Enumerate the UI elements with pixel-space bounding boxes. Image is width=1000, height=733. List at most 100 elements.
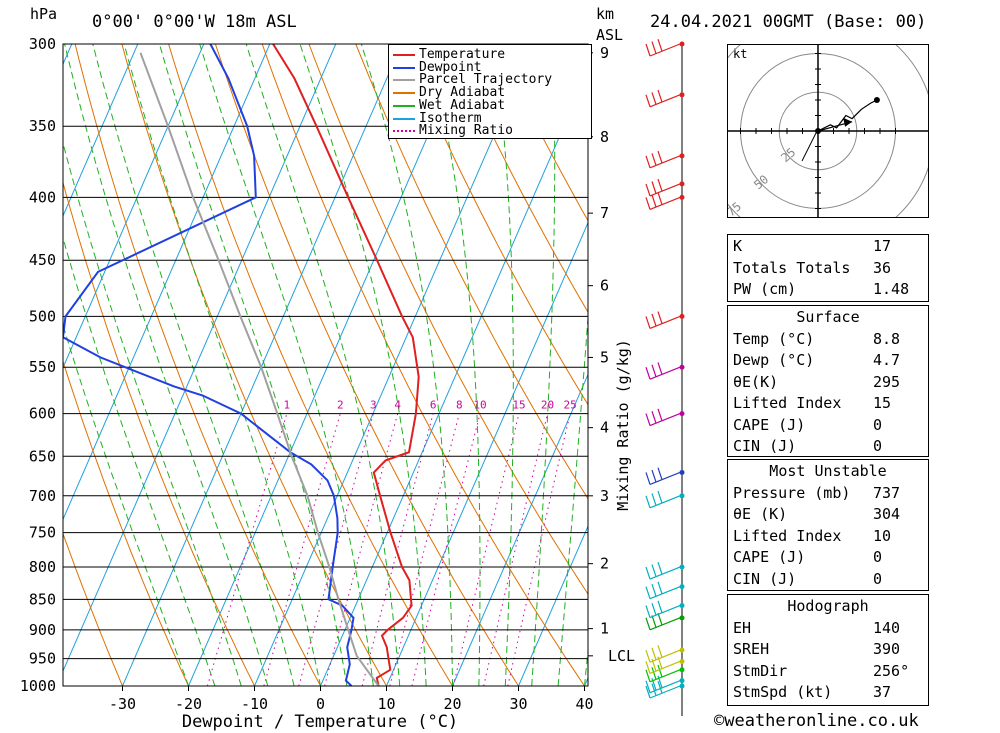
legend-swatch	[393, 79, 415, 82]
table-row-label: SREH	[733, 640, 770, 658]
wet-adiabat-line	[63, 236, 216, 686]
x-axis-label: Dewpoint / Temperature (°C)	[182, 712, 458, 732]
dry-adiabat-line	[308, 44, 588, 595]
wind-barb	[645, 664, 681, 683]
dry-adiabat-line	[214, 44, 519, 686]
wet-adiabat-line	[492, 44, 514, 686]
wind-level-dot	[679, 658, 685, 664]
table-row-value: 295	[873, 372, 901, 391]
table-row-label: PW (cm)	[733, 280, 797, 298]
location-label: 0°00' 0°00'W 18m ASL	[92, 12, 297, 32]
table-row-label: CIN (J)	[733, 437, 797, 455]
wind-level-dot	[679, 469, 685, 475]
wind-barb	[645, 467, 681, 486]
height-unit-km: km	[596, 5, 615, 23]
height-tick-label: 3	[600, 487, 609, 505]
table-row-label: EH	[733, 618, 752, 637]
table-row-value: 0	[873, 569, 883, 588]
dry-adiabat-line	[63, 180, 255, 686]
wind-level-dot	[679, 493, 685, 499]
legend-swatch	[393, 117, 415, 120]
legend-label: Isotherm	[419, 110, 482, 126]
table-row-value: 4.7	[873, 351, 901, 369]
dry-adiabat-line	[63, 359, 189, 686]
table-row-label: Totals Totals	[733, 258, 851, 277]
pressure-unit-label: hPa	[30, 5, 58, 23]
wind-level-dot	[679, 364, 685, 370]
mixing-ratio-tick: 20	[541, 399, 554, 412]
mixing-ratio-tick: 10	[473, 399, 486, 412]
wind-level-dot	[679, 647, 685, 653]
hodograph-panel: kt 25 50 75	[701, 14, 935, 248]
hodograph-trace	[817, 99, 878, 132]
height-tick-label: 9	[600, 44, 609, 62]
legend-label: Temperature	[419, 47, 506, 62]
table-row-value: 0	[873, 437, 883, 455]
indices-table: K 17 Totals Totals 36 PW (cm) 1.48	[727, 234, 929, 302]
wind-barb	[645, 362, 681, 380]
wind-level-dot	[679, 584, 685, 590]
table-row-value: 37	[873, 683, 892, 701]
height-tick-label: LCL	[608, 647, 635, 665]
hodograph-table: Hodograph EH 140 SREH 390 StmDir 256° StmSpd (k…	[727, 594, 929, 706]
pressure-tick-label: 1000	[20, 677, 56, 695]
table-row-value: 140	[873, 618, 901, 637]
table-row-label: CAPE (J)	[733, 415, 806, 434]
hodograph-end-dot	[873, 97, 880, 103]
table-row-value: 8.8	[873, 329, 901, 348]
height-axis: 9 8 7 6 5 4 3 2 1 LCL	[588, 44, 635, 665]
dry-adiabat-line	[63, 532, 123, 686]
temperature-tick-label: -20	[175, 695, 202, 713]
wind-level-dot	[679, 683, 685, 689]
chart-legend: Temperature Dewpoint Parcel Trajectory Dry …	[388, 44, 592, 139]
table-row-value: 10	[873, 526, 892, 545]
wet-adiabat-line	[63, 323, 189, 686]
wind-level-dot	[679, 313, 685, 319]
wind-barb	[645, 681, 681, 699]
wind-barb	[645, 490, 681, 509]
wind-barb	[645, 178, 681, 197]
wind-barb	[645, 581, 681, 600]
wind-level-dot	[679, 194, 685, 200]
wind-barb	[645, 645, 681, 663]
height-tick-label: 5	[600, 348, 609, 366]
mixing-ratio-tick: 2	[337, 399, 344, 412]
table-row-value: 0	[873, 415, 883, 434]
hodograph-ring-label: 75	[728, 199, 744, 217]
temperature-tick-label: -30	[109, 695, 136, 713]
wind-barb	[645, 89, 681, 108]
mixing-ratio-line	[507, 413, 571, 686]
wet-adiabat-line	[158, 44, 348, 686]
temperature-tick-label: 20	[443, 695, 461, 713]
mixing-ratio-tick: 6	[430, 399, 437, 412]
height-tick-label: 4	[600, 419, 609, 437]
dry-adiabat-line	[121, 44, 387, 686]
pressure-tick-label: 950	[29, 650, 56, 668]
wind-barb	[645, 39, 681, 57]
table-row-value: 36	[873, 258, 892, 277]
mixing-ratio-tick: 4	[394, 399, 401, 412]
height-unit-asl: ASL	[596, 26, 624, 44]
table-row-label: StmDir	[733, 661, 788, 680]
datetime-label: 24.04.2021 00GMT (Base: 00)	[650, 12, 927, 32]
pressure-tick-label: 550	[29, 358, 56, 376]
wet-adiabat-line	[557, 310, 588, 686]
temperature-tick-label: -10	[241, 695, 268, 713]
wind-barb	[645, 150, 681, 169]
wet-adiabat-line	[245, 44, 401, 686]
pressure-tick-label: 450	[29, 251, 56, 269]
dry-adiabat-line	[168, 44, 453, 686]
temperature-tick-label: 40	[575, 695, 593, 713]
mixing-ratio-line	[206, 413, 288, 686]
table-row-label: Lifted Index	[733, 526, 842, 545]
wind-level-dot	[679, 615, 685, 621]
legend-label: Parcel Trajectory	[419, 72, 553, 88]
table-row-label: Lifted Index	[733, 394, 842, 412]
table-row-value: 390	[873, 640, 901, 658]
pressure-tick-label: 650	[29, 447, 56, 465]
copyright-label: ©weatheronline.co.uk	[714, 711, 919, 731]
mixing-ratio-tick: 25	[564, 399, 577, 412]
isotherm-line	[0, 0, 48, 686]
table-row-value: 256°	[873, 661, 910, 680]
trace-parcel-trajectory	[139, 52, 380, 686]
